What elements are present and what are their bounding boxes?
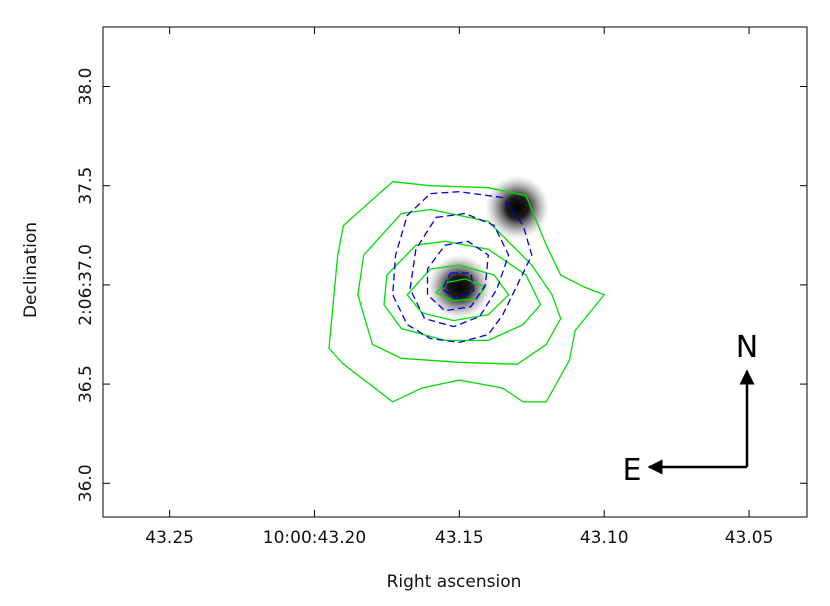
y-tick-label: 2:06:37.0 [76,244,96,326]
ticks-layer: 43.25 10:00:43.20 43.15 43.10 43.05 36.0 36.5 2… [76,27,807,548]
blue-contour-level-2 [409,212,510,328]
green-contour-level-3 [383,240,542,342]
x-tick-label: 43.15 [435,528,484,548]
source-blob [485,175,550,240]
contours-layer [328,181,606,403]
x-tick-label: 43.25 [145,528,194,548]
y-tick-label: 36.0 [76,464,96,502]
y-axis-title: Declination [21,222,41,318]
blue-contour-level-3 [426,240,489,312]
x-axis-title: Right ascension [387,572,522,592]
green-contour-level-1 [328,181,606,403]
x-tick-label: 10:00:43.20 [263,528,366,548]
x-tick-label: 43.10 [580,528,629,548]
y-tick-label: 38.0 [76,68,96,106]
sources-layer [427,175,550,319]
east-label: E [623,453,642,488]
y-tick-label: 36.5 [76,365,96,403]
x-tick-label: 43.05 [725,528,774,548]
compass: N E [623,330,759,488]
green-contour-level-4 [406,264,510,322]
north-label: N [736,330,758,365]
blue-contour-level-1 [392,191,533,344]
blue-contour-level-4 [441,272,475,300]
green-contour-level-2 [357,208,562,365]
source-blob [427,254,492,319]
y-tick-label: 37.5 [76,167,96,205]
